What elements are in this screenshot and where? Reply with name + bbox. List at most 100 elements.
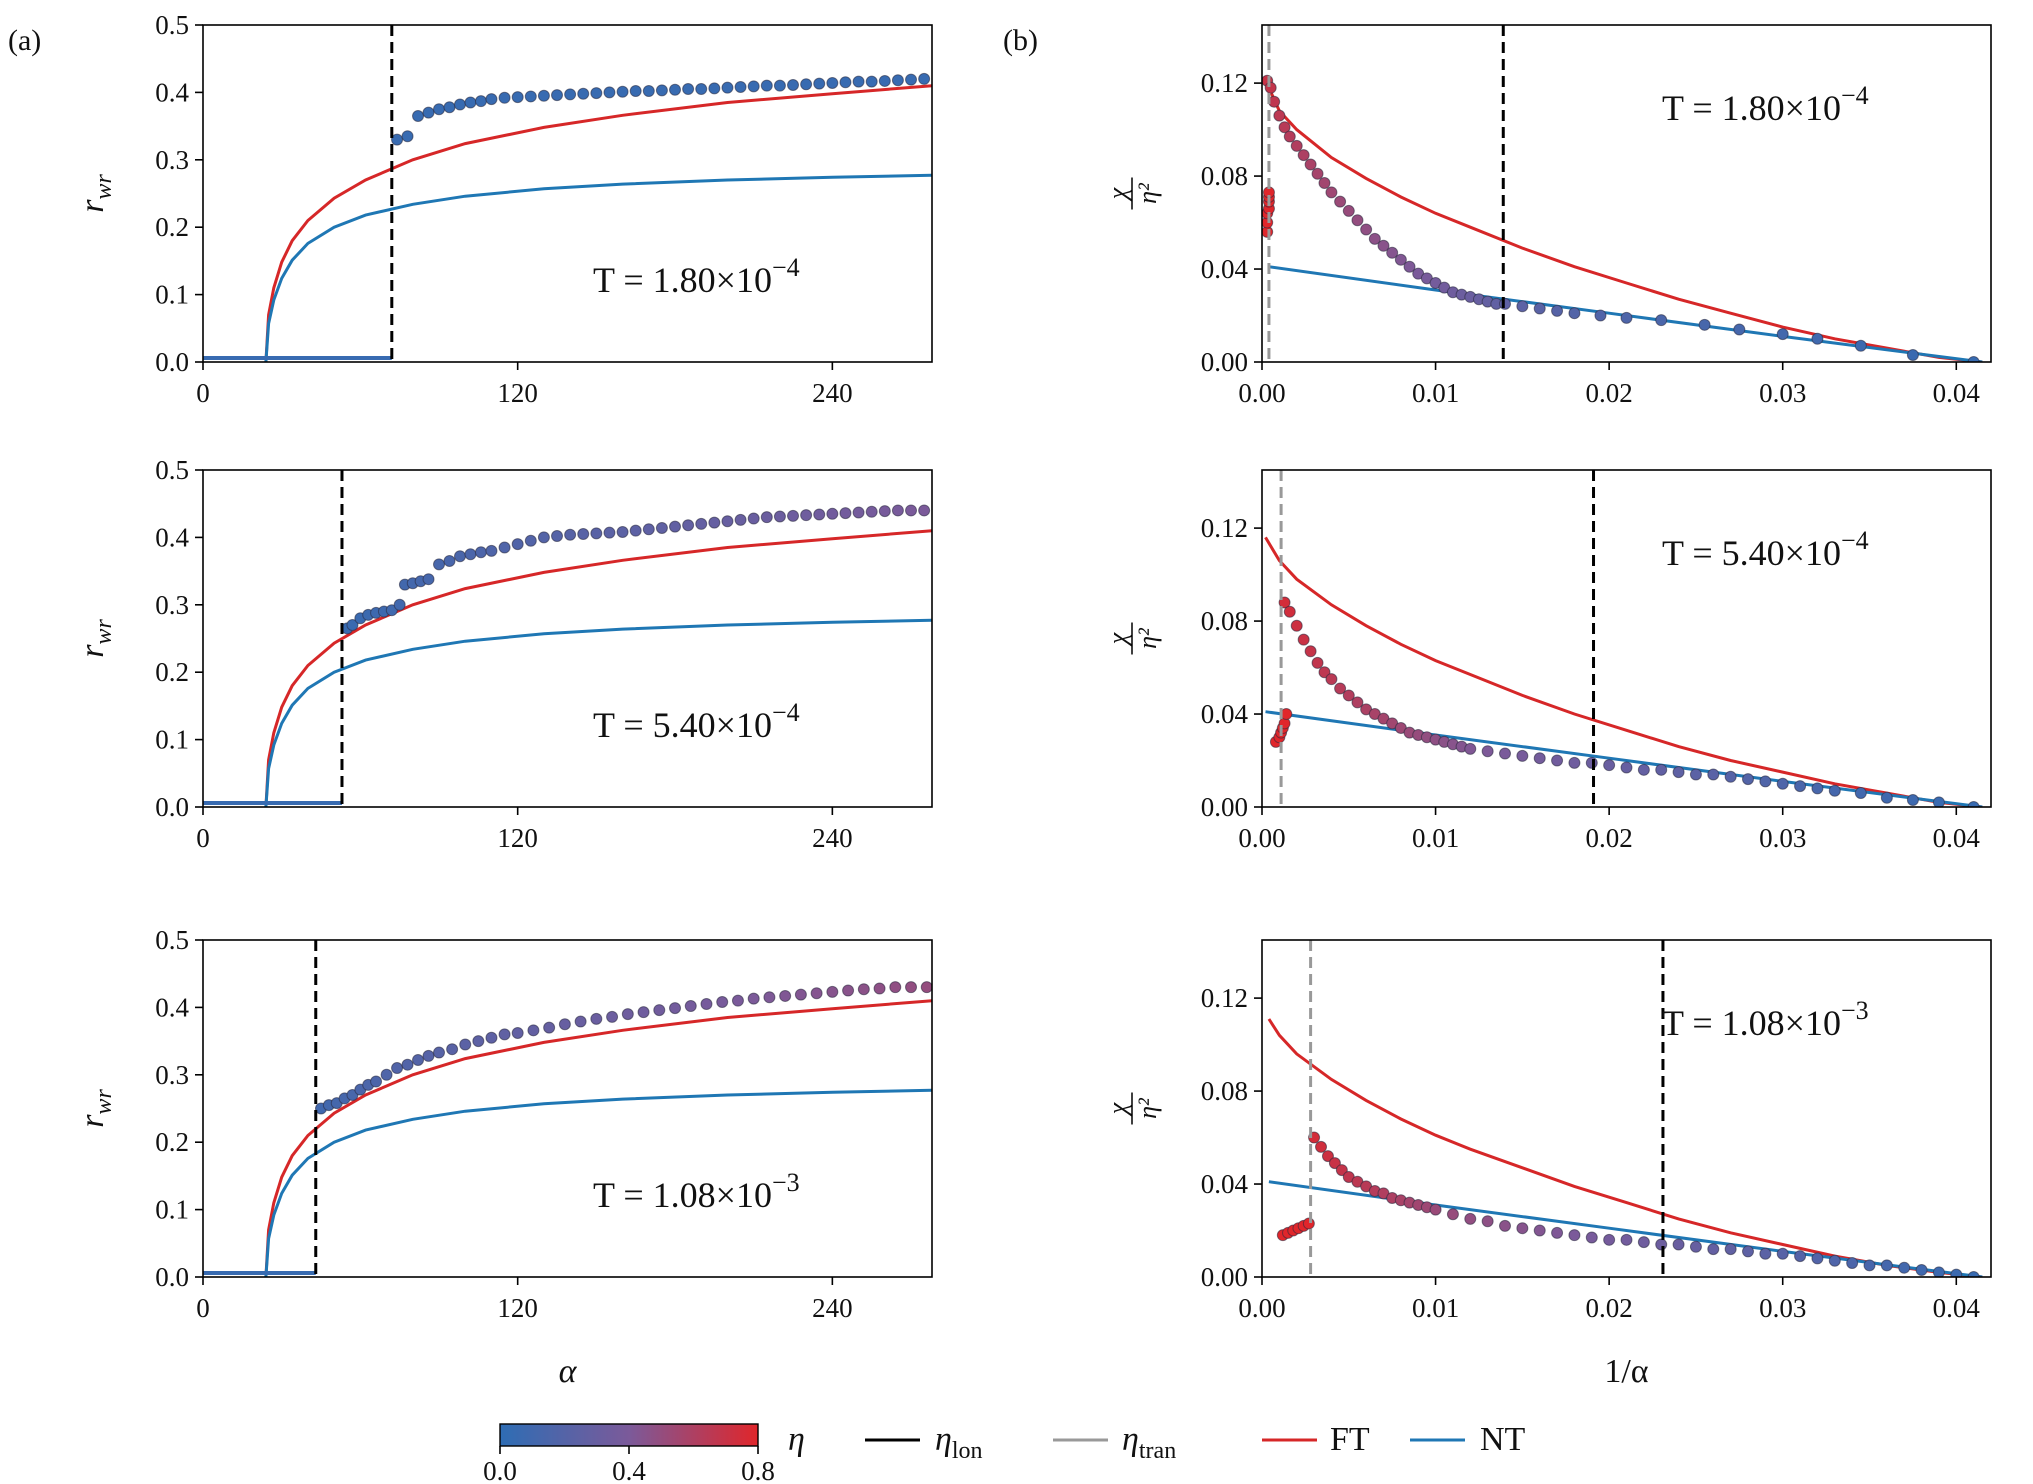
data-point [642,85,655,98]
chart-a2: 0 120 240 0.0 0.1 0.2 0.3 0.4 0.5 rwr T = 5.40×10−… [74,455,933,853]
data-point [857,983,870,996]
data-point [629,85,642,98]
panel-label-b: (b) [1003,24,1038,57]
x-tick-label: 0.03 [1759,1293,1806,1323]
x-tick-label: 240 [812,1293,853,1323]
data-point [669,83,682,96]
data-point [787,509,800,522]
y-tick-label: 0.0 [155,792,189,822]
data-point [669,520,682,533]
data-point [1446,1208,1459,1221]
data-point [1724,1243,1737,1256]
panel-label-a: (a) [8,24,41,57]
data-point [1898,1261,1911,1274]
x-tick-label: 240 [812,378,853,408]
data-point [787,78,800,91]
data-point [1689,1240,1702,1253]
data-point [1290,139,1303,152]
data-point [905,981,918,994]
annotation-exponent: −4 [1841,81,1869,110]
data-point [1585,756,1598,769]
legend-label-lon: ηlon [935,1421,983,1464]
data-point [669,1002,682,1015]
y-tick-label: 0.0 [155,1262,189,1292]
annotation-text: T = 1.80×10 [593,260,772,300]
x-tick-label: 120 [497,1293,538,1323]
data-point [1689,768,1702,781]
data-point [443,101,456,114]
data-point [865,505,878,518]
annotation: T = 1.08×10−3 [593,1168,800,1215]
data-point [637,1006,650,1019]
x-tick-label: 0.00 [1238,1293,1285,1323]
data-point [1906,794,1919,807]
y-axis-label-main: r [74,199,111,213]
series-line-nt [264,618,932,807]
data-point [734,513,747,526]
data-point [393,598,406,611]
y-axis-label: χ η² [1103,622,1162,655]
y-tick-label: 0.12 [1201,513,1248,543]
data-point [1533,302,1546,315]
chart-b2: 0.00 0.01 0.02 0.03 0.04 0.00 0.04 0.08 0.12 χ η² T… [1103,469,1992,853]
y-tick-label: 0.08 [1201,1076,1248,1106]
data-point [616,85,629,98]
data-point [1707,1243,1720,1256]
data-point [826,507,839,520]
y-axis-label-sub: wr [91,619,117,645]
data-point [391,1062,404,1075]
data-point [813,77,826,90]
y-tick-label: 0.3 [155,145,189,175]
y-tick-label: 0.12 [1201,983,1248,1013]
data-point [1283,130,1296,143]
data-point [1304,158,1317,171]
data-point [590,527,603,540]
x-tick-label: 0.00 [1238,378,1285,408]
y-axis-label-numerator: χ [1103,632,1132,647]
data-point [1672,766,1685,779]
data-point [721,515,734,528]
data-point [616,526,629,539]
series-line-ft [1267,87,1983,362]
y-tick-label: 0.00 [1201,792,1248,822]
y-axis-label-numerator: χ [1103,187,1132,202]
x-tick-label: 0 [196,378,210,408]
data-point [346,619,359,632]
chart-b3: 0.00 0.01 0.02 0.03 0.04 0.00 0.04 0.08 0.12 χ η² 1… [1103,939,1992,1390]
series-line-nt [1268,265,1983,362]
series-line-ft [264,84,932,362]
data-point [700,998,713,1011]
data-point [401,1058,414,1071]
data-point [603,526,616,539]
y-tick-label: 0.04 [1201,699,1249,729]
data-point [1794,1250,1807,1263]
data-point [734,81,747,94]
data-point [1499,747,1511,760]
data-point [524,90,537,103]
y-axis-label-denominator: η² [1133,1097,1162,1119]
x-tick-label: 0.01 [1412,823,1459,853]
data-point [1603,759,1616,772]
data-point [1759,1247,1772,1260]
data-point [453,98,466,111]
data-point [794,988,807,1001]
plot-area [203,470,932,807]
data-point [1655,763,1668,776]
data-point [1386,246,1399,259]
x-tick-label: 0.03 [1759,823,1806,853]
annotation: T = 1.08×10−3 [1662,996,1869,1043]
x-tick-label: 240 [812,823,853,853]
axes-frame [1261,24,1992,363]
data-point [1499,1219,1511,1232]
data-point [760,79,773,92]
data-point [1568,307,1581,320]
data-point [1854,339,1867,352]
data-point [574,1015,587,1028]
data-point [1776,777,1789,790]
annotation-text: T = 1.08×10 [593,1175,772,1215]
data-point [1724,770,1737,783]
data-point [839,76,852,89]
colorbar-label: η [788,1421,805,1458]
colorbar-tick: 0.8 [741,1456,775,1484]
data-point [1325,186,1338,199]
